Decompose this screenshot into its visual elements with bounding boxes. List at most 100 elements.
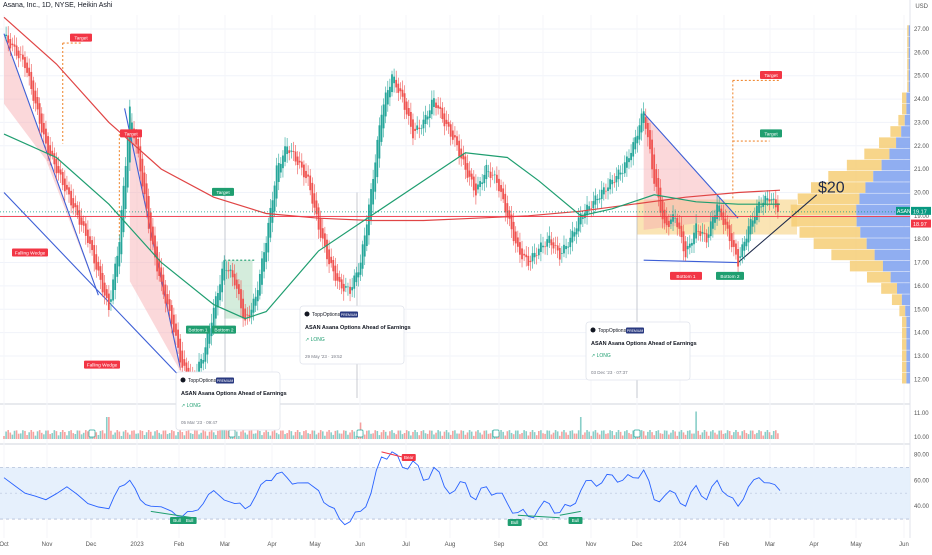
volume-bar <box>319 430 322 439</box>
candle-body <box>227 270 230 272</box>
volume-profile-bar <box>882 260 910 272</box>
volume-bar <box>34 435 37 439</box>
candle-body <box>328 249 330 265</box>
volume-bar <box>617 430 620 439</box>
candle-body <box>382 104 385 129</box>
candle-body <box>709 221 712 237</box>
candle-body <box>237 284 240 295</box>
volume-bar <box>145 432 148 439</box>
volume-profile-bar <box>813 238 867 249</box>
volume-bar <box>726 430 729 439</box>
volume-bar <box>129 434 131 439</box>
candle-body <box>294 151 297 162</box>
candle-body <box>516 237 519 247</box>
candle-body <box>166 294 169 305</box>
volume-bar <box>751 430 754 439</box>
volume-bar <box>644 435 647 439</box>
author-avatar-icon <box>304 311 310 317</box>
volume-bar <box>317 432 320 439</box>
volume-bar <box>613 435 616 439</box>
volume-bar <box>30 430 33 439</box>
volume-bar <box>204 431 207 439</box>
candle-body <box>252 298 255 313</box>
volume-bar <box>40 432 43 439</box>
volume-bar <box>510 432 513 439</box>
candle-body <box>9 39 12 49</box>
candle-body <box>493 174 496 176</box>
volume-profile-bar <box>905 305 910 317</box>
candle-body <box>625 156 628 168</box>
candle-body <box>246 314 249 316</box>
volume-bar <box>479 432 481 439</box>
volume-bar <box>579 417 582 439</box>
candle-body <box>326 239 328 260</box>
volume-bar <box>435 432 437 439</box>
volume-bar <box>697 430 700 439</box>
volume-bar <box>105 417 108 439</box>
volume-bar <box>328 430 330 439</box>
candle-body <box>45 128 47 144</box>
earnings-marker <box>633 429 641 438</box>
time-tick-label: Mar <box>765 542 775 548</box>
volume-bar <box>445 430 448 439</box>
volume-bar <box>416 432 418 439</box>
volume-bar <box>741 431 744 439</box>
candle-body <box>61 171 64 186</box>
volume-bar <box>122 431 125 439</box>
candle-body <box>638 125 641 140</box>
rsi-divergence-line <box>559 510 581 516</box>
volume-bar <box>387 435 389 439</box>
candle-body <box>36 97 39 110</box>
candle-body <box>451 130 454 140</box>
volume-bar <box>458 433 460 439</box>
premium-badge <box>216 377 234 384</box>
candle-body <box>342 283 345 292</box>
volume-bar <box>26 435 28 439</box>
volume-bar <box>571 430 574 439</box>
volume-bar <box>651 432 653 439</box>
volume-bar <box>259 430 261 439</box>
volume-bar <box>709 431 712 439</box>
rsi-bear-label-box <box>401 454 416 461</box>
volume-bar <box>584 432 586 439</box>
candle-body <box>76 205 79 216</box>
candle-body <box>40 113 43 133</box>
volume-bar <box>246 434 249 439</box>
volume-profile-bar <box>859 193 910 205</box>
candle-body <box>11 43 14 46</box>
volume-bar <box>11 434 14 439</box>
volume-bar <box>126 432 129 439</box>
volume-bar <box>525 431 528 439</box>
volume-bar <box>340 433 343 439</box>
volume-profile-bar <box>902 339 907 350</box>
volume-bar <box>43 434 45 439</box>
volume-profile-bar <box>902 103 907 115</box>
volume-bar <box>112 434 114 439</box>
volume-bar <box>221 422 223 439</box>
candle-body <box>152 226 154 245</box>
candle-body <box>674 217 677 219</box>
volume-bar <box>103 433 106 439</box>
candle-body <box>149 212 152 241</box>
candle-body <box>141 158 144 187</box>
candle-body <box>424 114 427 124</box>
volume-profile-bar <box>901 126 910 137</box>
volume-bar <box>735 430 737 439</box>
candle-body <box>233 273 236 286</box>
candle-body <box>273 185 276 212</box>
candle-body <box>619 172 622 175</box>
candle-body <box>405 101 408 115</box>
volume-bar <box>5 431 7 439</box>
volume-bar <box>150 431 152 439</box>
candle-body <box>42 122 45 135</box>
candle-body <box>554 245 557 246</box>
candle-body <box>30 71 33 90</box>
volume-bar <box>194 430 196 439</box>
volume-bar <box>66 435 68 439</box>
volume-profile-bar <box>901 294 910 306</box>
volume-bar <box>563 430 565 439</box>
volume-bar <box>600 430 603 439</box>
volume-profile-bar <box>828 171 874 182</box>
